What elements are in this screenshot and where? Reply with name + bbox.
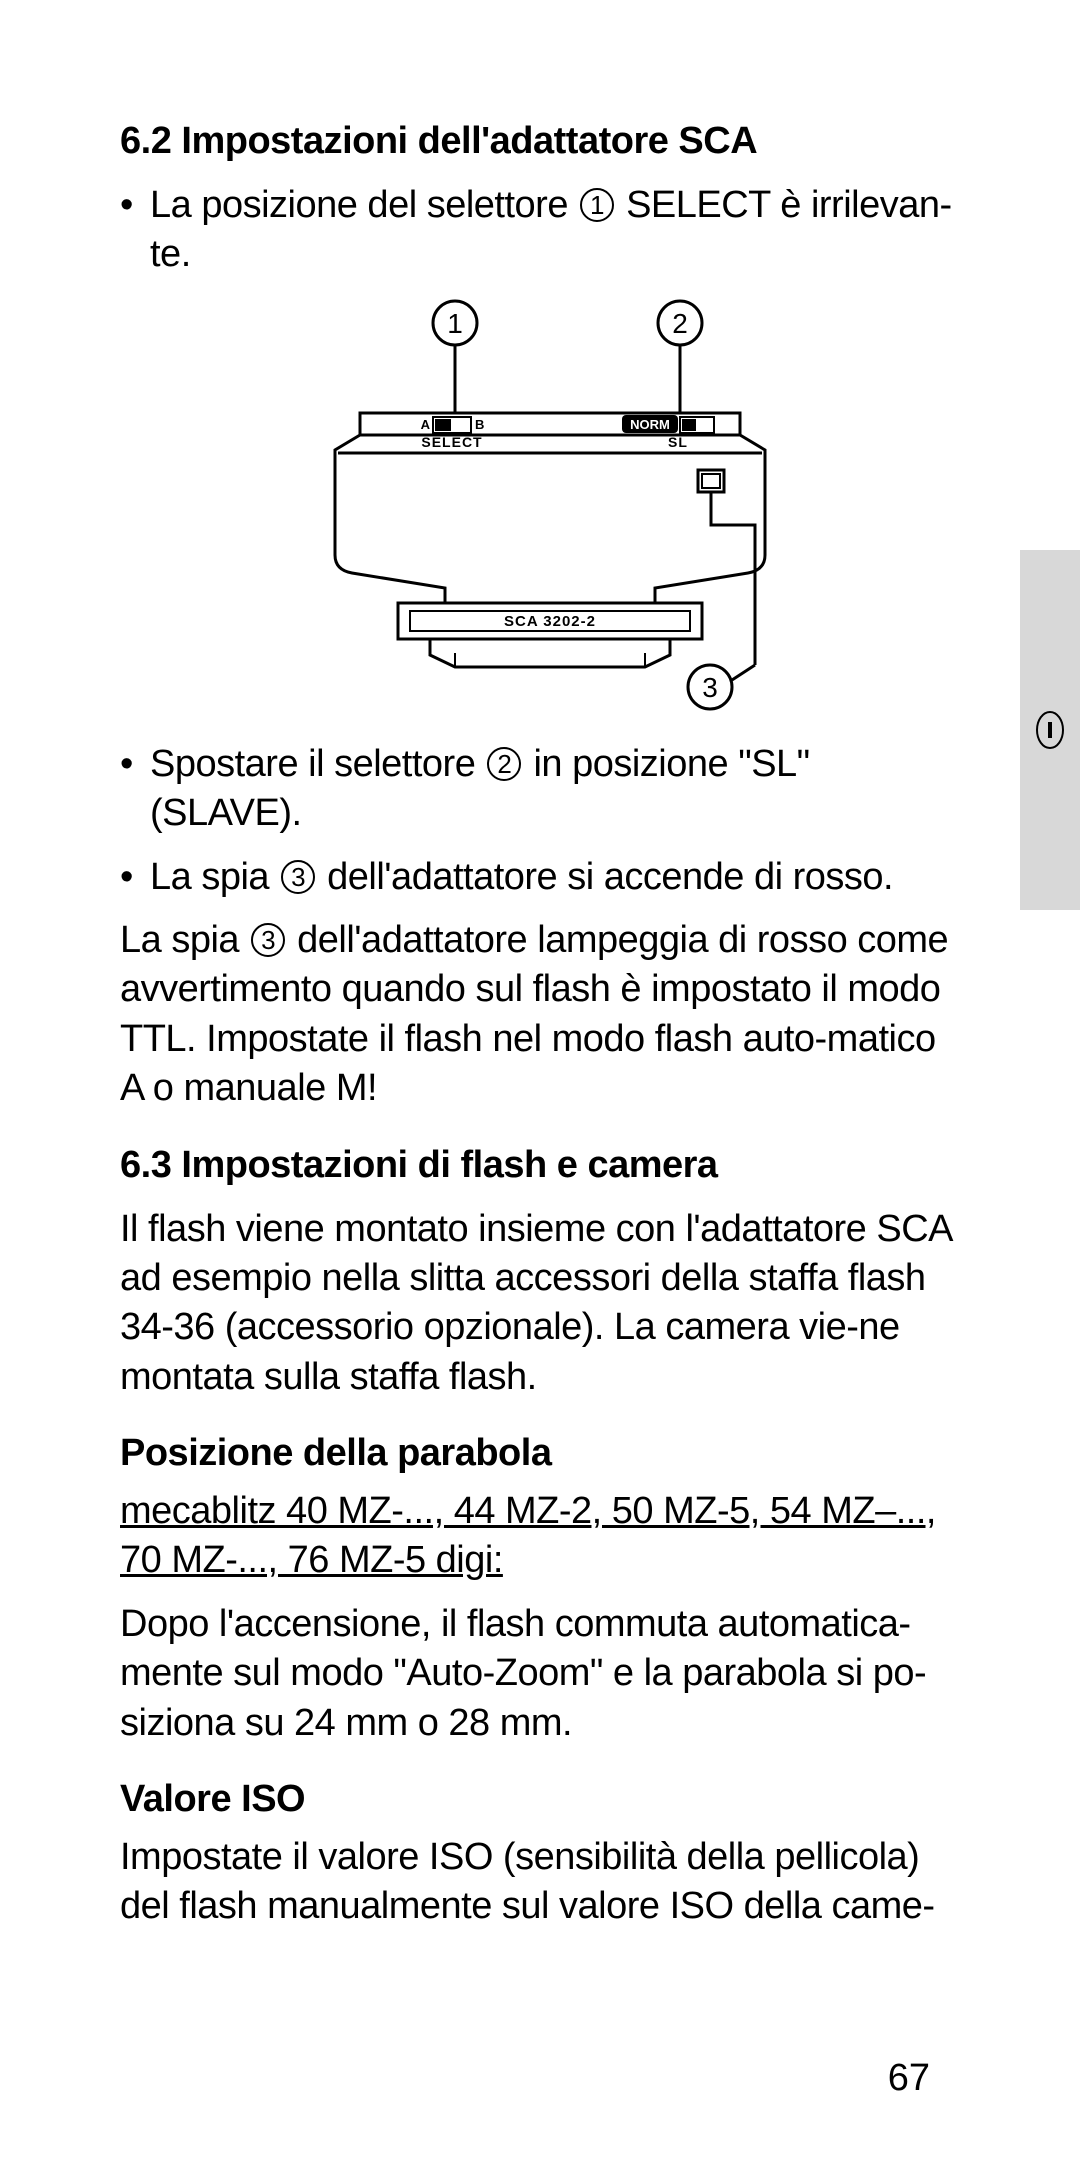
- norm-label: NORM: [630, 417, 670, 432]
- section-6-3-para3: Impostate il valore ISO (sensibilità del…: [120, 1833, 960, 1932]
- callout-circle-icon: 3: [251, 923, 285, 957]
- callout-3-label: 3: [702, 672, 718, 703]
- language-tab: [1020, 550, 1080, 910]
- bullet-list-1: La posizione del selettore 1 SELECT è ir…: [120, 181, 960, 280]
- bullet-list-2: Spostare il selettore 2 in posizione "SL…: [120, 740, 960, 902]
- sca-adapter-diagram: 1 2 A B SELECT NORM SL: [120, 295, 960, 720]
- iso-heading: Valore ISO: [120, 1778, 960, 1821]
- language-tab-i-icon: [1035, 710, 1065, 750]
- model-label: SCA 3202-2: [504, 613, 596, 630]
- select-b-label: B: [475, 417, 484, 432]
- section-6-3-para2: Dopo l'accensione, il flash commuta auto…: [120, 1600, 960, 1748]
- callout-circle-icon: 2: [487, 747, 521, 781]
- bullet-item: Spostare il selettore 2 in posizione "SL…: [120, 740, 960, 839]
- text-fragment: Spostare il selettore: [150, 743, 485, 785]
- models-line: mecablitz 40 MZ-..., 44 MZ-2, 50 MZ-5, 5…: [120, 1487, 960, 1586]
- callout-1-label: 1: [447, 308, 463, 339]
- text-fragment: La posizione del selettore: [150, 184, 578, 226]
- bullet-item: La posizione del selettore 1 SELECT è ir…: [120, 181, 960, 280]
- adapter-svg: 1 2 A B SELECT NORM SL: [280, 295, 800, 715]
- select-a-label: A: [421, 417, 431, 432]
- text-fragment: dell'adattatore si accende di rosso.: [317, 856, 893, 898]
- callout-2-label: 2: [672, 308, 688, 339]
- section-6-2-title: 6.2 Impostazioni dell'adattatore SCA: [120, 120, 960, 163]
- page-number: 67: [888, 2057, 930, 2100]
- text-fragment: La spia: [150, 856, 279, 898]
- callout-circle-icon: 1: [580, 188, 614, 222]
- section-6-3-title: 6.3 Impostazioni di flash e camera: [120, 1144, 960, 1187]
- text-fragment: La spia: [120, 919, 249, 961]
- bullet-item: La spia 3 dell'adattatore si accende di …: [120, 853, 960, 902]
- warning-paragraph: La spia 3 dell'adattatore lampeggia di r…: [120, 916, 960, 1114]
- parabola-heading: Posizione della parabola: [120, 1432, 960, 1475]
- section-6-3-para1: Il flash viene montato insieme con l'ada…: [120, 1205, 960, 1403]
- callout-circle-icon: 3: [281, 860, 315, 894]
- manual-page: 6.2 Impostazioni dell'adattatore SCA La …: [0, 0, 1080, 2160]
